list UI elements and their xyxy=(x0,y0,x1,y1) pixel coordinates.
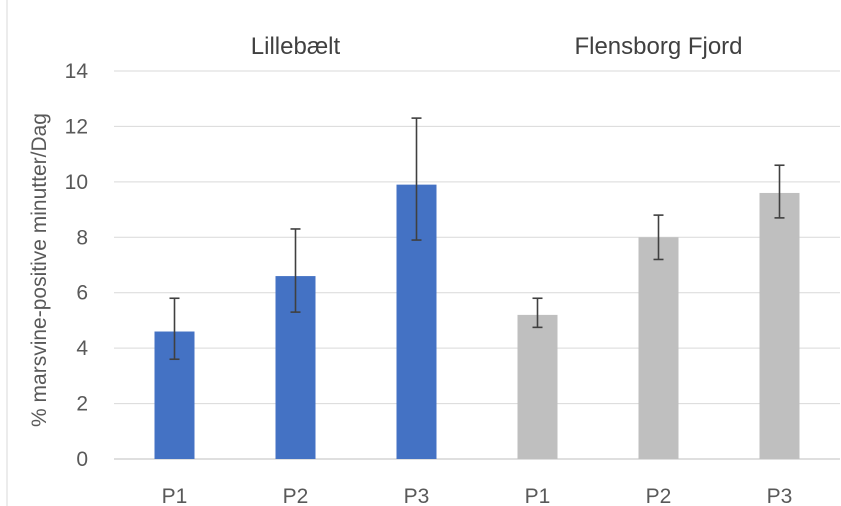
error-bar xyxy=(411,117,422,241)
x-tick-label: P3 xyxy=(404,485,430,506)
group-title: Flensborg Fjord xyxy=(574,33,742,60)
error-bar xyxy=(169,297,180,361)
y-tick-label: 14 xyxy=(65,60,89,83)
error-bar xyxy=(653,214,664,261)
x-tick-label: P3 xyxy=(767,485,793,506)
y-tick-label: 2 xyxy=(76,393,88,416)
group-title: Lillebælt xyxy=(251,33,341,60)
x-tick-label: P1 xyxy=(162,485,188,506)
y-tick-label: 0 xyxy=(76,448,88,471)
y-tick-label: 10 xyxy=(65,171,88,194)
y-axis-label: % marsvine-positive minutter/Dag xyxy=(28,113,51,427)
bar xyxy=(638,237,679,459)
y-tick-label: 8 xyxy=(76,226,88,249)
bar xyxy=(759,192,800,459)
error-bars xyxy=(169,117,785,361)
bar xyxy=(517,314,558,459)
group-titles: Lillebælt Flensborg Fjord xyxy=(251,33,743,60)
y-tick-label: 6 xyxy=(76,282,88,305)
error-bar xyxy=(532,297,543,329)
x-tick-label: P2 xyxy=(646,485,672,506)
x-tick-label: P1 xyxy=(525,485,551,506)
y-tick-label: 4 xyxy=(76,337,88,360)
y-tick-label: 12 xyxy=(65,115,88,138)
error-bar xyxy=(290,228,301,313)
error-bar xyxy=(774,164,785,219)
gridlines xyxy=(114,70,840,460)
x-axis-ticks: P1 P2 P3 P1 P2 P3 xyxy=(162,485,793,506)
bars xyxy=(154,184,800,459)
y-axis-ticks: 0 2 4 6 8 10 12 14 xyxy=(65,60,89,471)
x-tick-label: P2 xyxy=(283,485,309,506)
